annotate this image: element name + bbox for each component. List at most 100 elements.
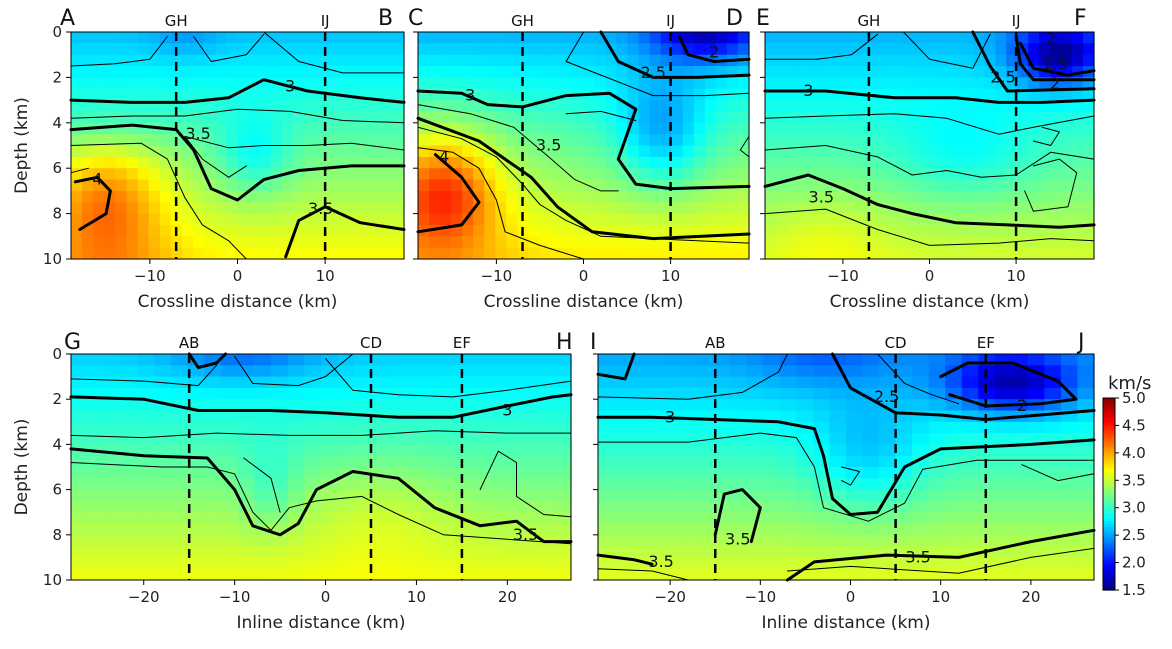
heatmap-cell [1061, 32, 1073, 44]
colorbar-step [1103, 447, 1115, 451]
heatmap-cell [104, 500, 122, 513]
heatmap-cell [71, 88, 83, 101]
heatmap-cell [462, 236, 474, 249]
heatmap-cell [554, 399, 572, 412]
heatmap-cell [204, 410, 222, 423]
heatmap-cell [1061, 77, 1073, 90]
heatmap-cell [649, 100, 662, 113]
heatmap-cell [359, 122, 372, 135]
heatmap-cell [187, 523, 205, 536]
heatmap-cell [204, 489, 222, 502]
heatmap-cell [248, 88, 261, 101]
heatmap-cell [248, 111, 261, 124]
heatmap-cell [649, 43, 662, 56]
heatmap-cell [121, 433, 139, 445]
heatmap-cell [528, 145, 540, 158]
heatmap-cell [846, 489, 864, 502]
heatmap-cell [270, 66, 283, 78]
heatmap-cell [187, 557, 205, 570]
heatmap-cell [104, 568, 122, 581]
heatmap-cell [354, 512, 372, 525]
heatmap-cell [82, 179, 94, 192]
heatmap-cell [885, 168, 898, 181]
heatmap-cell [775, 145, 788, 158]
heatmap-cell [471, 467, 489, 479]
heatmap-cell [945, 433, 963, 445]
heatmap-cell [237, 523, 255, 536]
heatmap-cell [671, 213, 684, 226]
heatmap-cell [254, 557, 272, 570]
heatmap-cell [1060, 376, 1079, 389]
colorbar-step [1103, 521, 1115, 525]
heatmap-cell [187, 546, 205, 558]
heatmap-cell [598, 387, 616, 400]
heatmap-cell [293, 122, 305, 135]
heatmap-cell [293, 77, 305, 90]
heatmap-cell [193, 224, 205, 237]
heatmap-cell [912, 534, 930, 547]
heatmap-cell [82, 100, 94, 113]
heatmap-cell [381, 236, 394, 249]
heatmap-cell [978, 568, 996, 581]
heatmap-cell [315, 66, 327, 78]
heatmap-cell [616, 66, 629, 78]
y-tick-label: 2 [52, 68, 62, 86]
heatmap-cell [572, 43, 585, 56]
heatmap-cell [429, 88, 441, 101]
heatmap-cell [454, 421, 472, 434]
heatmap-cell [995, 224, 1007, 237]
heatmap-cell [462, 122, 474, 135]
heatmap-cell [879, 455, 897, 468]
colorbar-tick-label: 3.0 [1122, 499, 1146, 517]
heatmap-cell [797, 247, 810, 260]
heatmap-cell [583, 134, 596, 147]
heatmap-cell [1011, 478, 1029, 491]
heatmap-cell [616, 134, 629, 147]
heatmap-cell [649, 66, 662, 78]
heatmap-cell [371, 534, 389, 547]
x-tick-label: 0 [579, 267, 589, 285]
heatmap-cell [104, 455, 122, 468]
heatmap-cell [671, 100, 684, 113]
heatmap-cell [594, 236, 607, 249]
heatmap-cell [304, 534, 322, 547]
heatmap-cell [984, 224, 996, 237]
heatmap-cell [614, 546, 632, 558]
heatmap-cell [215, 66, 227, 78]
heatmap-cell [1050, 179, 1062, 192]
heatmap-cell [912, 354, 930, 366]
heatmap-cell [421, 557, 439, 570]
heatmap-cell [862, 489, 880, 502]
heatmap-cell [704, 247, 717, 260]
heatmap-cell [973, 213, 985, 226]
heatmap-cell [287, 523, 305, 536]
heatmap-cell [506, 224, 518, 237]
heatmap-cell [682, 77, 695, 90]
heatmap-cell [984, 202, 996, 215]
heatmap-cell [819, 111, 832, 124]
heatmap-cell [484, 247, 496, 260]
heatmap-cell [204, 100, 216, 113]
heatmap-cell [797, 111, 810, 124]
heatmap-cell [1072, 88, 1084, 101]
heatmap-cell [994, 467, 1012, 479]
heatmap-cell [895, 478, 913, 491]
heatmap-cell [862, 421, 880, 434]
heatmap-cell [605, 134, 618, 147]
heatmap-cell [605, 100, 618, 113]
heatmap-cell [148, 236, 161, 249]
heatmap-cell [664, 421, 682, 434]
heatmap-cell [912, 433, 930, 445]
heatmap-cell [304, 145, 316, 158]
heatmap-cell [797, 224, 810, 237]
heatmap-cell [726, 77, 739, 90]
heatmap-cell [237, 32, 250, 44]
heatmap-cell [1061, 43, 1073, 56]
heatmap-cell [528, 247, 540, 260]
heatmap-cell [315, 77, 327, 90]
heatmap-cell [159, 77, 172, 90]
heatmap-cell [693, 168, 706, 181]
heatmap-cell [182, 247, 194, 260]
heatmap-cell [1044, 365, 1062, 378]
heatmap-cell [796, 534, 814, 547]
